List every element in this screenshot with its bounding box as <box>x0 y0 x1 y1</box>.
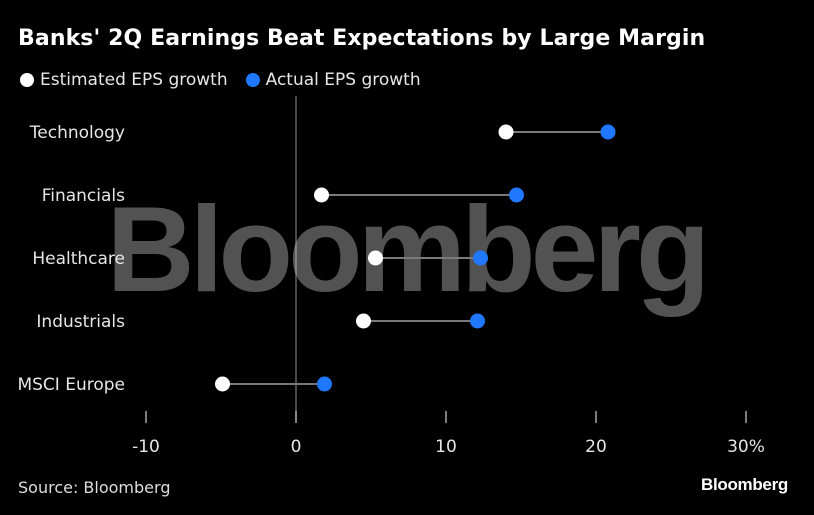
estimated-point <box>314 187 329 203</box>
estimated-point <box>368 250 383 266</box>
category-label: MSCI Europe <box>17 375 125 395</box>
x-tick-label: 10 <box>435 437 457 457</box>
legend-actual-dot <box>245 73 260 87</box>
x-tick-label: 30% <box>727 437 765 457</box>
watermark-text: Bloomberg <box>107 181 706 317</box>
category-label: Industrials <box>36 312 125 332</box>
x-axis-group: -10 0 10 20 30% <box>132 411 765 457</box>
legend: Estimated EPS growth Actual EPS growth <box>20 70 439 90</box>
category-label: Healthcare <box>32 249 125 269</box>
actual-point <box>600 124 616 140</box>
legend-actual-label: Actual EPS growth <box>265 70 421 90</box>
estimated-point <box>356 313 371 329</box>
legend-item-estimated: Estimated EPS growth <box>20 70 228 90</box>
chart-title: Banks' 2Q Earnings Beat Expectations by … <box>18 26 706 51</box>
watermark-group: Bloomberg <box>107 181 711 317</box>
legend-estimated-label: Estimated EPS growth <box>40 70 228 90</box>
x-tick-label: -10 <box>132 437 160 457</box>
actual-point <box>317 376 332 392</box>
brand-logo: Bloomberg <box>700 475 788 494</box>
actual-point <box>470 313 485 329</box>
actual-point <box>509 187 524 203</box>
estimated-point <box>215 376 230 392</box>
category-label: Technology <box>29 123 125 143</box>
legend-estimated-dot <box>20 73 34 87</box>
category-label: Financials <box>42 186 125 206</box>
estimated-point <box>498 124 514 140</box>
legend-item-actual: Actual EPS growth <box>245 70 421 90</box>
x-tick-label: 20 <box>585 437 607 457</box>
actual-point <box>473 250 488 266</box>
source-note: Source: Bloomberg <box>18 478 171 497</box>
rows-group: Technology Financials Healthcare Industrial… <box>17 123 616 395</box>
x-tick-label: 0 <box>291 437 302 457</box>
